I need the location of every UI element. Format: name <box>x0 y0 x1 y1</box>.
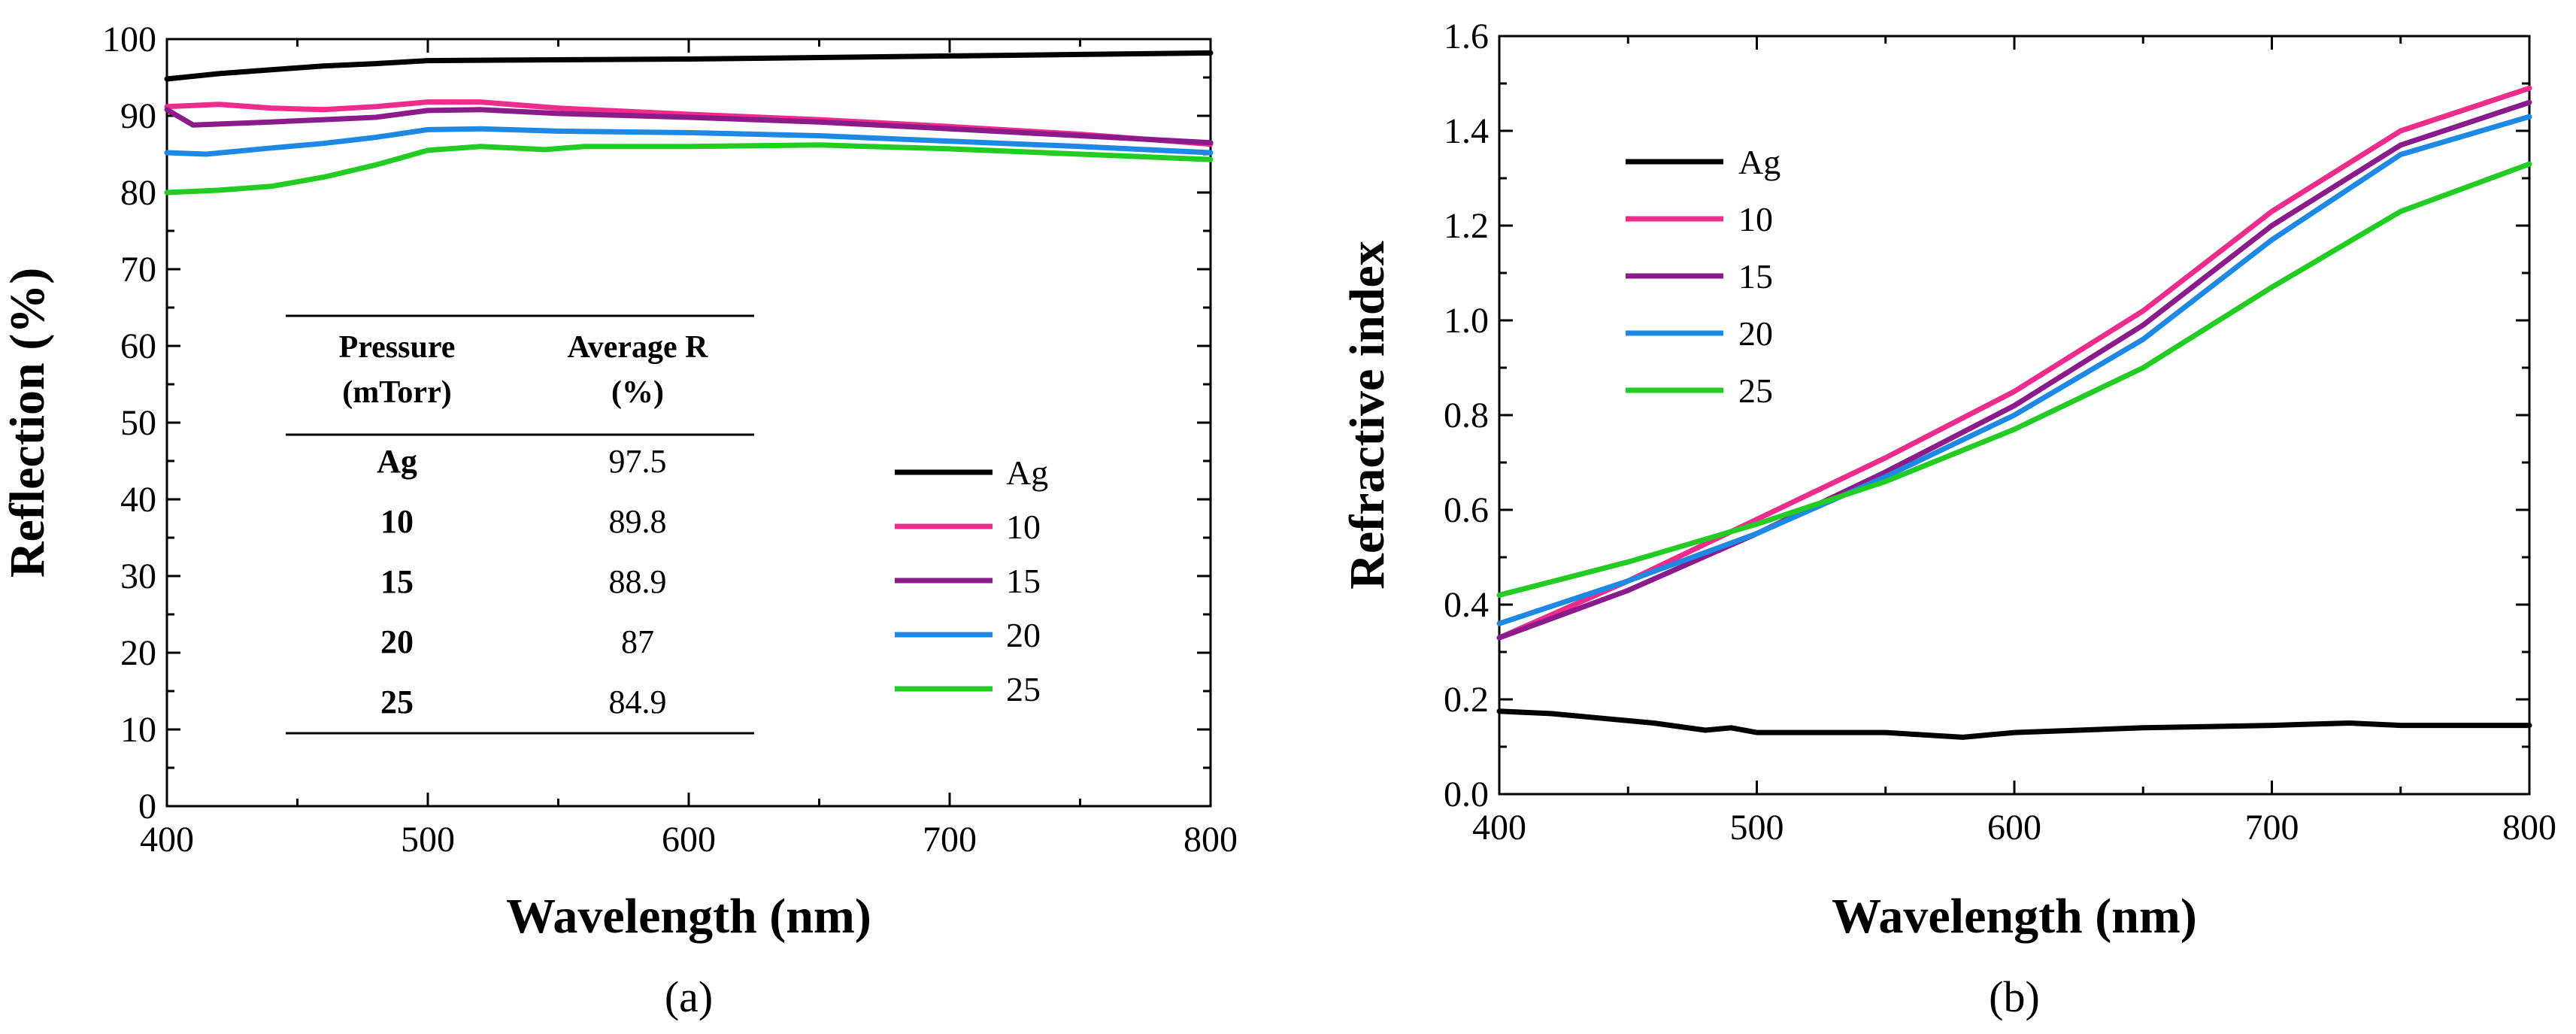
y-tick-label: 80 <box>120 173 156 213</box>
table-header: (mTorr) <box>342 375 451 410</box>
table-cell-average: 87 <box>621 623 654 660</box>
y-tick-label: 0.0 <box>1444 775 1489 814</box>
series-line-10 <box>1496 85 2532 641</box>
table-cell-average: 97.5 <box>609 443 667 480</box>
y-tick-label: 40 <box>120 480 156 520</box>
y-tick-label: 50 <box>120 403 156 443</box>
x-tick-label: 800 <box>1183 820 1238 860</box>
y-tick-label: 1.6 <box>1444 17 1489 56</box>
table-cell-pressure: 25 <box>380 684 414 720</box>
y-tick-label: 100 <box>102 20 156 59</box>
legend-label: 15 <box>1738 257 1773 296</box>
series-line-25 <box>1496 161 2532 598</box>
y-tick-label: 90 <box>120 96 156 136</box>
y-tick-label: 0.4 <box>1444 585 1489 625</box>
table-cell-average: 84.9 <box>609 684 667 720</box>
legend-label: 25 <box>1738 371 1773 410</box>
table-header: Pressure <box>339 330 456 365</box>
legend-label: 15 <box>1006 562 1041 600</box>
series-line-Ag <box>1496 708 2532 740</box>
y-tick-label: 0.8 <box>1444 396 1489 435</box>
table-header: (%) <box>611 375 664 410</box>
series-line-25 <box>164 142 1214 196</box>
y-tick-label: 30 <box>120 556 156 596</box>
y-axis-title: Reflection (%) <box>0 268 55 578</box>
y-tick-label: 60 <box>120 326 156 366</box>
y-tick-label: 0.2 <box>1444 680 1489 720</box>
x-tick-label: 500 <box>1730 808 1784 848</box>
y-tick-label: 0.6 <box>1444 490 1489 530</box>
series-line-20 <box>164 126 1214 157</box>
x-axis-title: Wavelength (nm) <box>1832 889 2197 944</box>
panel-a-reflection-chart: 400 500 600 700 800 0 10 20 30 40 50 60 70 80 90 100 Wav… <box>0 20 1238 1021</box>
table-cell-pressure: 20 <box>380 623 414 660</box>
table-cell-average: 89.8 <box>609 503 667 540</box>
series-line-Ag <box>164 50 1214 82</box>
y-axis-title: Refractive index <box>1340 241 1395 590</box>
y-tick-label: 1.4 <box>1444 111 1489 151</box>
x-tick-label: 500 <box>401 820 455 860</box>
legend-label: Ag <box>1006 453 1048 492</box>
x-tick-label: 600 <box>662 820 716 860</box>
y-tick-label: 70 <box>120 250 156 290</box>
legend-label: Ag <box>1738 143 1780 181</box>
x-axis-title: Wavelength (nm) <box>506 889 871 944</box>
legend-label: 10 <box>1738 200 1773 238</box>
x-tick-label: 700 <box>923 820 977 860</box>
x-tick-label: 800 <box>2502 808 2556 848</box>
legend-label: 25 <box>1006 670 1041 708</box>
y-tick-label: 0 <box>138 787 156 826</box>
series-line-10 <box>164 99 1214 147</box>
series-line-20 <box>1496 114 2532 626</box>
panel-label: (b) <box>1989 972 2040 1021</box>
table-cell-pressure: 15 <box>380 563 414 600</box>
x-tick-label: 400 <box>140 820 194 860</box>
x-tick-label: 600 <box>1987 808 2041 848</box>
panel-label: (a) <box>665 972 713 1021</box>
table-cell-average: 88.9 <box>609 563 667 600</box>
y-tick-label: 20 <box>120 633 156 673</box>
table-cell-pressure: 10 <box>380 503 414 540</box>
y-tick-label: 10 <box>120 710 156 750</box>
panel-b-refractive-index-chart: 400 500 600 700 800 0.0 0.2 0.4 0.6 0.8 1.0 1.2 1.4 1… <box>1340 17 2556 1021</box>
table-header: Average R <box>568 330 709 365</box>
series-line-15 <box>164 107 1214 146</box>
table-cell-pressure: Ag <box>377 443 417 480</box>
legend-label: 20 <box>1738 314 1773 353</box>
series-line-15 <box>1496 99 2532 641</box>
legend-label: 20 <box>1006 616 1041 654</box>
legend-label: 10 <box>1006 508 1041 546</box>
y-tick-label: 1.2 <box>1444 206 1489 246</box>
y-tick-label: 1.0 <box>1444 301 1489 341</box>
x-tick-label: 700 <box>2245 808 2299 848</box>
x-tick-label: 400 <box>1472 808 1526 848</box>
